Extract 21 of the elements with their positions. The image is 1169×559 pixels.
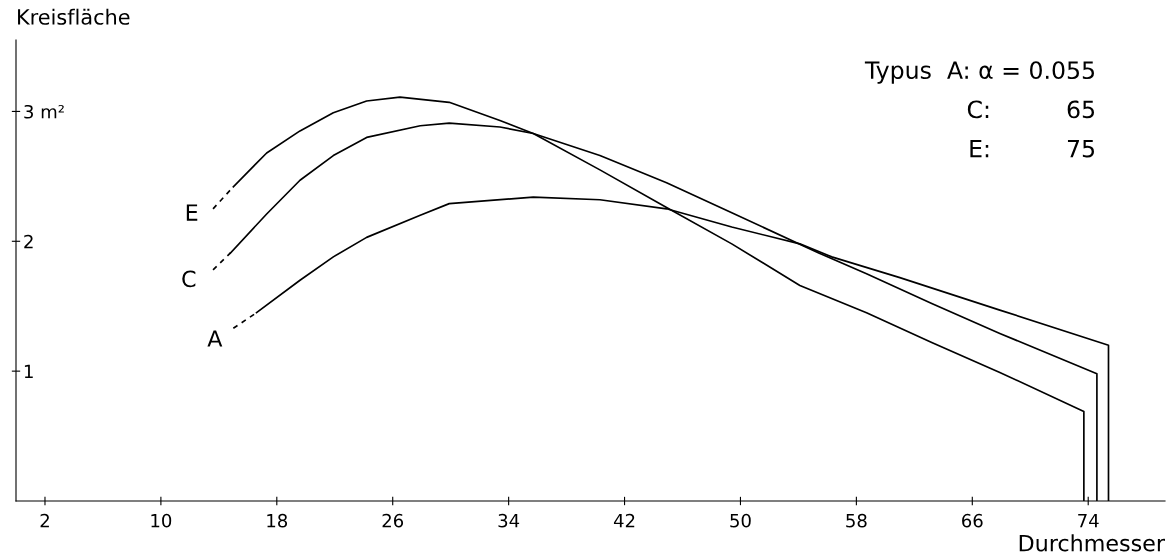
annotation: C: 65 — [967, 100, 1095, 119]
x-tick-label: 58 — [846, 513, 867, 528]
x-tick-label: 2 — [40, 513, 49, 528]
x-tick-label: 66 — [962, 513, 983, 528]
x-tick-label: 42 — [613, 513, 635, 528]
series-label: E — [186, 204, 198, 221]
x-tick-label: 26 — [382, 513, 404, 528]
y-tick-label: 1 — [24, 364, 33, 378]
x-tick-label: 18 — [267, 513, 288, 528]
x-axis-title: Durchmesser — [1019, 534, 1165, 552]
y-tick-label: 2 — [24, 234, 33, 249]
annotation: Typus A: α = 0.055 — [864, 61, 1094, 84]
x-tick-label: 50 — [730, 513, 751, 528]
series-label: A — [207, 330, 223, 347]
x-tick-label: 10 — [151, 513, 172, 528]
y-tick-label: 3 m² — [24, 104, 64, 119]
x-tick-label: 34 — [498, 513, 520, 528]
series-label: C — [182, 270, 196, 288]
annotation: E: 75 — [970, 139, 1095, 158]
y-axis-title: Kreisfläche — [18, 8, 130, 25]
x-tick-label: 74 — [1078, 514, 1099, 528]
